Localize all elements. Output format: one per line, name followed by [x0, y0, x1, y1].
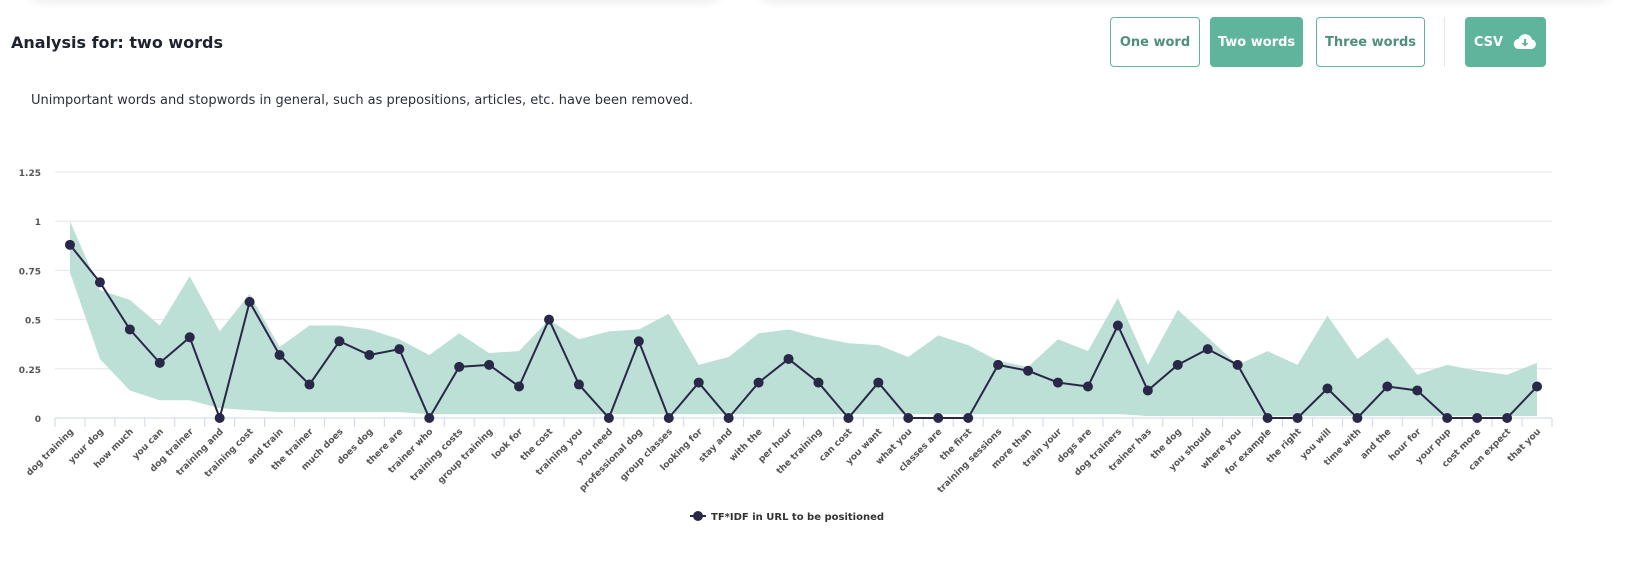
- one-word-label: One word: [1119, 34, 1191, 50]
- data-point: [843, 413, 854, 423]
- data-point: [1352, 413, 1363, 423]
- data-point: [633, 336, 644, 347]
- data-point: [783, 353, 794, 364]
- data-point: [394, 344, 405, 355]
- data-point: [94, 277, 105, 288]
- page-subtitle: Unimportant words and stopwords in gener…: [31, 93, 694, 108]
- data-point: [663, 413, 674, 423]
- data-point: [1172, 359, 1183, 370]
- button-divider: [1444, 17, 1445, 67]
- data-point: [753, 377, 764, 388]
- data-point: [514, 381, 525, 392]
- y-tick-label: 0: [35, 415, 41, 425]
- csv-download-button[interactable]: CSV: [1465, 17, 1546, 67]
- data-point: [1262, 413, 1273, 423]
- page-title: Analysis for: two words: [11, 33, 224, 52]
- data-point: [993, 359, 1004, 370]
- data-point: [813, 377, 824, 388]
- legend-marker: [693, 511, 703, 521]
- data-point: [1382, 381, 1393, 392]
- range-area: [69, 221, 1538, 417]
- data-point: [304, 379, 315, 390]
- y-tick-label: 0.5: [25, 317, 41, 327]
- data-point: [963, 413, 974, 423]
- x-tick-label: group classes: [619, 427, 675, 483]
- data-point: [544, 314, 555, 325]
- data-point: [723, 413, 734, 423]
- three-words-label: Three words: [1324, 34, 1417, 50]
- data-point: [124, 324, 135, 335]
- data-point: [1472, 413, 1483, 423]
- data-point: [274, 350, 285, 361]
- data-point: [693, 377, 704, 388]
- two-words-button[interactable]: Two words: [1210, 17, 1303, 67]
- data-point: [1412, 385, 1423, 396]
- data-point: [933, 413, 944, 423]
- data-point: [154, 357, 165, 368]
- cloud-download-icon: [1513, 34, 1537, 50]
- data-point: [1112, 320, 1123, 331]
- data-point: [873, 377, 884, 388]
- data-point: [454, 361, 465, 372]
- data-point: [1532, 381, 1543, 392]
- csv-label: CSV: [1473, 34, 1504, 50]
- x-tick-label: group training: [436, 427, 495, 486]
- x-tick-label: dog training: [25, 427, 76, 478]
- y-tick-label: 0.25: [19, 366, 41, 376]
- three-words-button[interactable]: Three words: [1316, 17, 1425, 67]
- data-point: [1292, 413, 1303, 423]
- data-point: [484, 359, 495, 370]
- data-point: [1322, 383, 1333, 394]
- legend-label: TF*IDF in URL to be positioned: [711, 512, 884, 523]
- data-point: [903, 413, 914, 423]
- data-point: [1052, 377, 1063, 388]
- y-tick-label: 1: [35, 218, 41, 228]
- data-point: [1082, 381, 1093, 392]
- data-point: [1142, 385, 1153, 396]
- data-point: [1232, 359, 1243, 370]
- two-words-label: Two words: [1217, 34, 1296, 50]
- data-point: [364, 350, 375, 361]
- x-tick-label: training costs: [409, 427, 466, 484]
- data-point: [244, 296, 255, 307]
- one-word-button[interactable]: One word: [1110, 17, 1200, 67]
- data-point: [424, 413, 435, 423]
- data-point: [334, 336, 345, 347]
- data-point: [214, 413, 225, 423]
- data-point: [603, 413, 614, 423]
- data-point: [1502, 413, 1513, 423]
- data-point: [1202, 344, 1213, 355]
- y-tick-label: 0.75: [19, 267, 41, 277]
- y-tick-label: 1.25: [19, 169, 41, 179]
- data-point: [64, 239, 75, 250]
- data-point: [573, 379, 584, 390]
- data-point: [184, 332, 195, 343]
- data-point: [1023, 365, 1034, 376]
- data-point: [1442, 413, 1453, 423]
